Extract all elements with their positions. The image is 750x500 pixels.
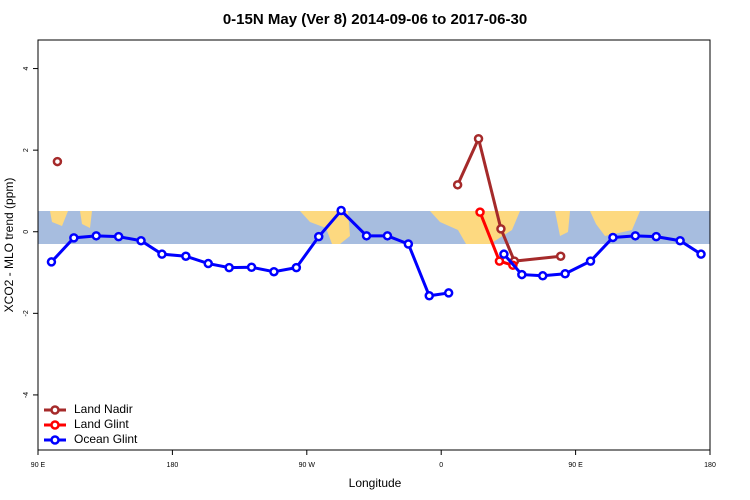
data-point [52, 156, 63, 167]
y-tick-label: 0 [23, 230, 30, 234]
x-tick-label: 90 E [31, 462, 46, 469]
plot-frame [37, 39, 711, 451]
data-point [443, 288, 454, 298]
data-point [475, 207, 485, 217]
x-tick-label: 90 E [568, 462, 583, 469]
x-tick-label: 180 [704, 462, 716, 469]
data-point [91, 231, 101, 241]
data-point [157, 249, 167, 259]
legend-label: Ocean Glint [74, 432, 138, 446]
data-point [181, 251, 191, 261]
data-point [203, 258, 213, 269]
map-band [38, 211, 710, 244]
data-point [361, 231, 372, 241]
data-point [496, 224, 506, 234]
legend-marker [50, 435, 60, 445]
data-point [46, 257, 57, 267]
data-point [403, 239, 414, 249]
data-point [269, 266, 279, 277]
y-tick-label: -4 [23, 392, 30, 398]
x-axis-label: Longitude [349, 476, 402, 490]
data-point [224, 262, 234, 273]
legend-label: Land Nadir [74, 402, 133, 416]
data-point [608, 232, 618, 243]
data-point [494, 256, 505, 266]
data-point [69, 233, 79, 243]
data-point [651, 231, 661, 242]
legend-label: Land Glint [74, 417, 129, 431]
land-shape [555, 211, 640, 236]
data-point [560, 269, 570, 279]
y-tick-label: 2 [23, 148, 30, 152]
data-point [291, 262, 302, 273]
x-tick-label: 0 [439, 462, 443, 469]
y-axis-label: XCO2 - MLO trend (ppm) [2, 178, 16, 313]
data-point [473, 133, 484, 144]
data-point [136, 235, 146, 246]
x-tick-label: 180 [167, 462, 179, 469]
data-point [696, 249, 706, 259]
data-point [382, 231, 393, 241]
data-point [499, 249, 509, 259]
legend-marker [50, 420, 60, 430]
data-point [585, 256, 596, 266]
chart-title: 0-15N May (Ver 8) 2014-09-06 to 2017-06-… [223, 11, 527, 28]
data-point [336, 205, 346, 216]
data-point [517, 269, 527, 280]
data-point [424, 291, 435, 301]
data-point [537, 271, 548, 281]
legend-marker [50, 405, 60, 415]
x-tick-label: 90 W [299, 462, 316, 469]
data-point [246, 262, 257, 272]
land-shape [50, 211, 92, 228]
data-point [113, 231, 124, 242]
data-point [452, 180, 463, 190]
data-point [630, 231, 641, 241]
y-tick-label: 4 [23, 67, 30, 71]
data-point [555, 251, 566, 261]
y-tick-label: -2 [23, 310, 30, 316]
data-point [313, 231, 324, 242]
data-point [675, 235, 685, 246]
